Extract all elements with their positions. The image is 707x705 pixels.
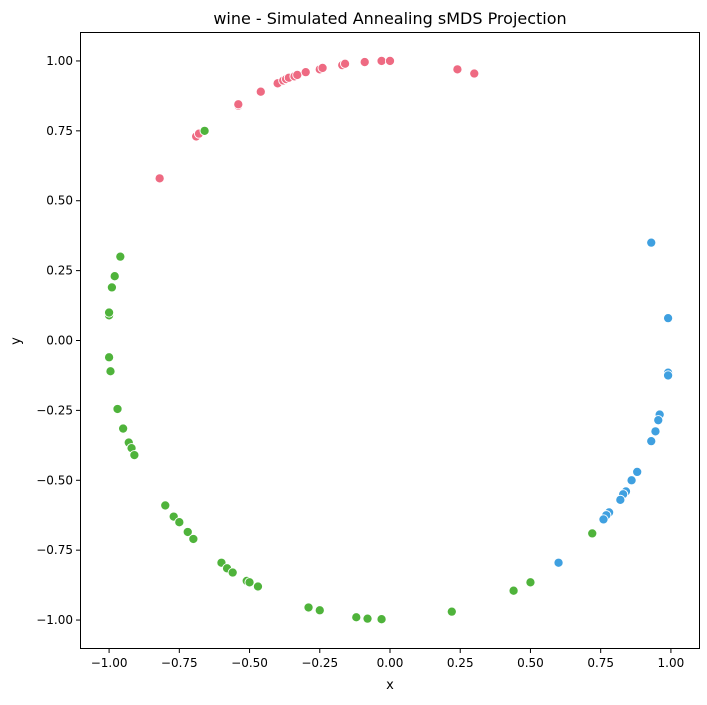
chart-title: wine - Simulated Annealing sMDS Projecti…	[213, 9, 566, 28]
point-s1-6	[104, 352, 115, 363]
point-s1-9	[118, 423, 129, 434]
point-s2-9	[626, 475, 637, 486]
y-tick-label: 0.00	[46, 334, 73, 348]
point-s2-6	[650, 426, 661, 437]
x-tick-label: −0.75	[161, 656, 198, 670]
x-tick-label: −1.00	[91, 656, 128, 670]
point-s1-29	[446, 606, 457, 617]
point-s0-16	[340, 58, 351, 69]
point-s1-24	[303, 602, 314, 613]
point-s1-32	[587, 528, 598, 539]
point-s1-3	[106, 282, 117, 293]
point-s1-25	[314, 605, 325, 616]
y-axis-ticks: 1.00 0.75 0.50 0.25 0.00 −0.25 −0.50 −0.75 −1.00	[36, 54, 81, 627]
point-s2-12	[615, 494, 626, 505]
point-s1-12	[129, 450, 140, 461]
x-tick-label: 0.75	[587, 656, 614, 670]
point-s0-21	[469, 68, 480, 79]
point-s1-2	[109, 271, 120, 282]
y-axis-label: y	[9, 337, 24, 345]
point-s2-5	[653, 415, 664, 426]
point-s1-8	[112, 403, 123, 415]
y-tick-label: 0.50	[46, 194, 73, 208]
point-s2-1	[663, 313, 674, 324]
point-s1-0	[199, 125, 210, 136]
x-tick-label: 1.00	[658, 656, 685, 670]
point-s0-19	[384, 55, 396, 67]
point-s2-7	[646, 436, 657, 447]
point-s0-11	[292, 69, 303, 80]
point-s1-5	[104, 307, 115, 318]
y-tick-label: −0.50	[36, 473, 73, 487]
x-axis-ticks: −1.00 −0.75 −0.50 −0.25 0.00 0.25 0.50 0.75 1.00	[91, 648, 685, 670]
y-tick-label: 1.00	[46, 54, 73, 68]
point-s1-13	[160, 500, 171, 511]
x-tick-label: −0.50	[231, 656, 268, 670]
point-s1-22	[244, 577, 255, 588]
point-s0-12	[300, 67, 311, 78]
point-s1-31	[525, 577, 536, 588]
point-s1-7	[105, 366, 116, 377]
plot-frame	[80, 32, 700, 649]
point-s1-26	[351, 612, 362, 623]
data-points	[104, 55, 674, 625]
point-s2-16	[553, 557, 564, 568]
x-tick-label: 0.00	[377, 656, 404, 670]
point-s0-5	[255, 86, 266, 97]
y-tick-label: −1.00	[36, 613, 73, 627]
x-tick-label: 0.50	[517, 656, 544, 670]
point-s1-28	[376, 614, 387, 625]
point-s2-15	[598, 514, 609, 525]
y-tick-label: 0.75	[46, 124, 73, 138]
point-s1-1	[115, 251, 126, 262]
point-s2-0	[646, 237, 657, 248]
point-s1-17	[188, 533, 199, 545]
point-s0-17	[359, 57, 370, 68]
point-s0-0	[154, 173, 165, 184]
point-s1-15	[174, 517, 185, 528]
x-tick-label: −0.25	[301, 656, 338, 670]
x-tick-label: 0.25	[447, 656, 474, 670]
point-s0-20	[452, 64, 463, 75]
point-s2-3	[663, 370, 674, 381]
point-s0-18	[376, 55, 387, 67]
point-s2-8	[632, 466, 643, 477]
point-s0-4	[233, 99, 244, 110]
x-axis-label: x	[386, 678, 394, 693]
point-s1-20	[227, 567, 238, 578]
point-s1-16	[182, 526, 193, 538]
y-tick-label: 0.25	[46, 264, 73, 278]
point-s1-27	[362, 613, 373, 624]
y-tick-label: −0.75	[36, 543, 73, 557]
point-s1-23	[252, 581, 264, 592]
y-tick-label: −0.25	[36, 403, 73, 417]
point-s1-30	[508, 585, 519, 596]
point-s0-14	[317, 62, 328, 73]
